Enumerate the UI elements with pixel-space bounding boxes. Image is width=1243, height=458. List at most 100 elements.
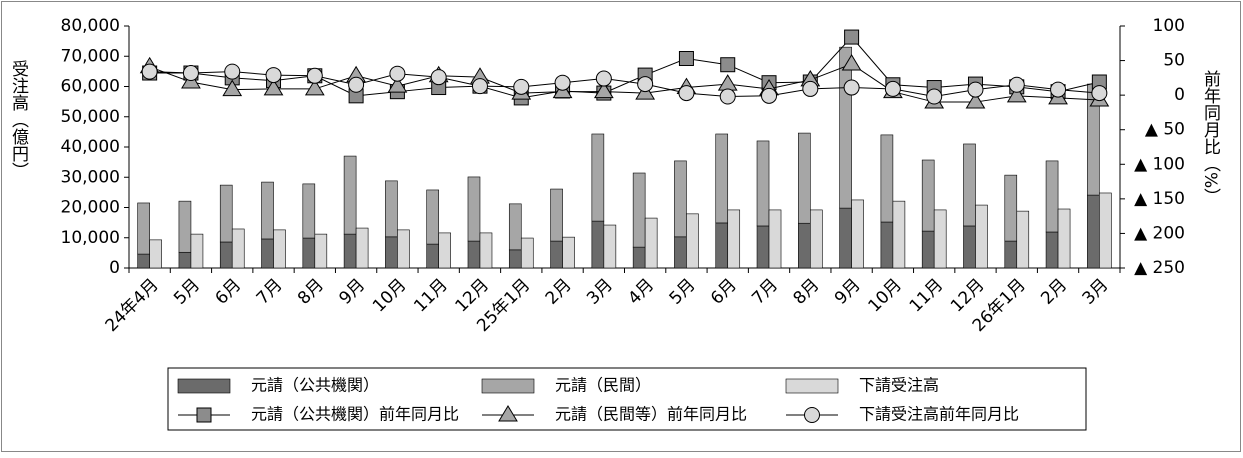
bar xyxy=(1045,231,1059,269)
bar xyxy=(1004,174,1018,242)
y-tick-label: 20,000 xyxy=(61,198,120,218)
bar xyxy=(385,180,398,238)
bar xyxy=(975,204,988,269)
bar xyxy=(261,181,274,240)
bar xyxy=(1087,194,1100,269)
legend-swatch xyxy=(177,378,231,394)
line-marker xyxy=(389,65,406,82)
bar xyxy=(756,225,770,269)
line-marker xyxy=(1008,76,1025,93)
bar xyxy=(273,229,286,269)
bar xyxy=(1016,210,1030,269)
line-marker xyxy=(304,78,325,96)
bar xyxy=(1004,240,1018,269)
bar xyxy=(674,160,687,238)
bar xyxy=(385,236,398,269)
legend-marker xyxy=(498,405,518,422)
bar xyxy=(798,132,811,224)
y-tick-label: 60,000 xyxy=(61,77,120,97)
line-marker xyxy=(1050,81,1067,98)
bar xyxy=(798,222,811,269)
y-axis-title: 受注高（億円） xyxy=(8,60,29,179)
line-marker xyxy=(593,81,614,99)
bar xyxy=(591,220,605,269)
bar xyxy=(933,209,947,269)
bar xyxy=(479,232,493,269)
bar xyxy=(715,222,729,269)
bar xyxy=(137,253,150,269)
line-marker xyxy=(430,69,447,86)
line-marker xyxy=(513,78,530,95)
bar xyxy=(508,249,522,269)
bar xyxy=(892,200,906,269)
bar xyxy=(727,209,741,269)
line-marker xyxy=(678,85,695,102)
line-marker xyxy=(761,87,778,104)
y-tick-label: 30,000 xyxy=(61,167,120,187)
bar xyxy=(756,140,770,227)
legend-swatch xyxy=(481,378,535,394)
bar xyxy=(963,225,976,269)
line-marker xyxy=(387,76,408,93)
bar xyxy=(603,224,617,269)
bar xyxy=(550,240,563,269)
bar xyxy=(632,246,646,269)
line-marker xyxy=(595,70,612,87)
y2-tick-label: ▲ 200 xyxy=(1134,223,1185,243)
legend-label: 元請（民間） xyxy=(555,376,651,395)
line-marker xyxy=(678,50,694,66)
bar xyxy=(397,229,410,269)
y2-tick-label: ▲ 50 xyxy=(1145,120,1185,140)
bar xyxy=(674,236,687,269)
line-marker xyxy=(844,29,860,45)
y-tick-label: 70,000 xyxy=(61,46,120,66)
bar xyxy=(190,233,204,269)
line-marker xyxy=(1006,85,1027,103)
legend-marker xyxy=(804,407,820,423)
bar xyxy=(632,172,646,248)
bar xyxy=(343,155,357,235)
line-marker xyxy=(224,63,241,80)
bar xyxy=(426,189,439,245)
bar xyxy=(355,227,369,269)
bar xyxy=(1099,192,1112,269)
bar xyxy=(467,176,481,242)
bar xyxy=(562,236,575,269)
bar xyxy=(921,230,935,269)
line-marker xyxy=(967,81,984,98)
line-marker xyxy=(263,78,284,96)
bar xyxy=(839,46,852,209)
bar xyxy=(314,233,328,269)
y-tick-label: 50,000 xyxy=(61,107,120,127)
bar xyxy=(768,209,782,269)
bar xyxy=(219,184,233,243)
legend-label: 下請受注高前年同月比 xyxy=(859,405,1019,424)
y2-tick-label: ▲ 250 xyxy=(1134,258,1185,278)
bar xyxy=(302,183,316,239)
y-tick-label: 10,000 xyxy=(61,228,120,248)
bar xyxy=(839,207,852,269)
bar xyxy=(550,188,563,242)
bar xyxy=(715,133,729,224)
legend-label: 下請受注高 xyxy=(859,376,939,395)
line-marker xyxy=(719,88,736,105)
line-marker xyxy=(182,65,199,82)
line-marker xyxy=(802,80,819,97)
line-marker xyxy=(965,92,986,109)
y2-tick-label: ▲ 100 xyxy=(1134,154,1185,174)
line-marker xyxy=(637,76,654,93)
bar xyxy=(426,243,439,269)
y-tick-label: 40,000 xyxy=(61,137,120,157)
y2-tick-label: 50 xyxy=(1163,51,1185,71)
y-tick-label: 80,000 xyxy=(61,16,120,36)
bar xyxy=(880,221,894,269)
line-marker xyxy=(348,76,365,93)
line-marker xyxy=(222,79,243,97)
bar xyxy=(644,217,658,269)
line-marker xyxy=(471,78,488,95)
bar xyxy=(591,133,605,222)
y2-axis-title: 前年同月比（%） xyxy=(1200,70,1221,205)
bar xyxy=(219,241,233,269)
bar xyxy=(149,239,162,269)
line-marker xyxy=(1091,85,1108,102)
